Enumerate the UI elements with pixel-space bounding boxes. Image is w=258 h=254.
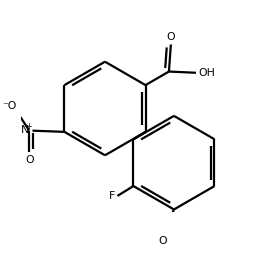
Text: O: O [167,31,175,41]
Text: +: + [25,122,32,131]
Text: O: O [159,236,167,246]
Text: ⁻O: ⁻O [2,101,17,111]
Text: F: F [109,192,115,201]
Text: N: N [21,125,29,135]
Text: OH: OH [198,68,215,78]
Text: O: O [25,154,34,165]
